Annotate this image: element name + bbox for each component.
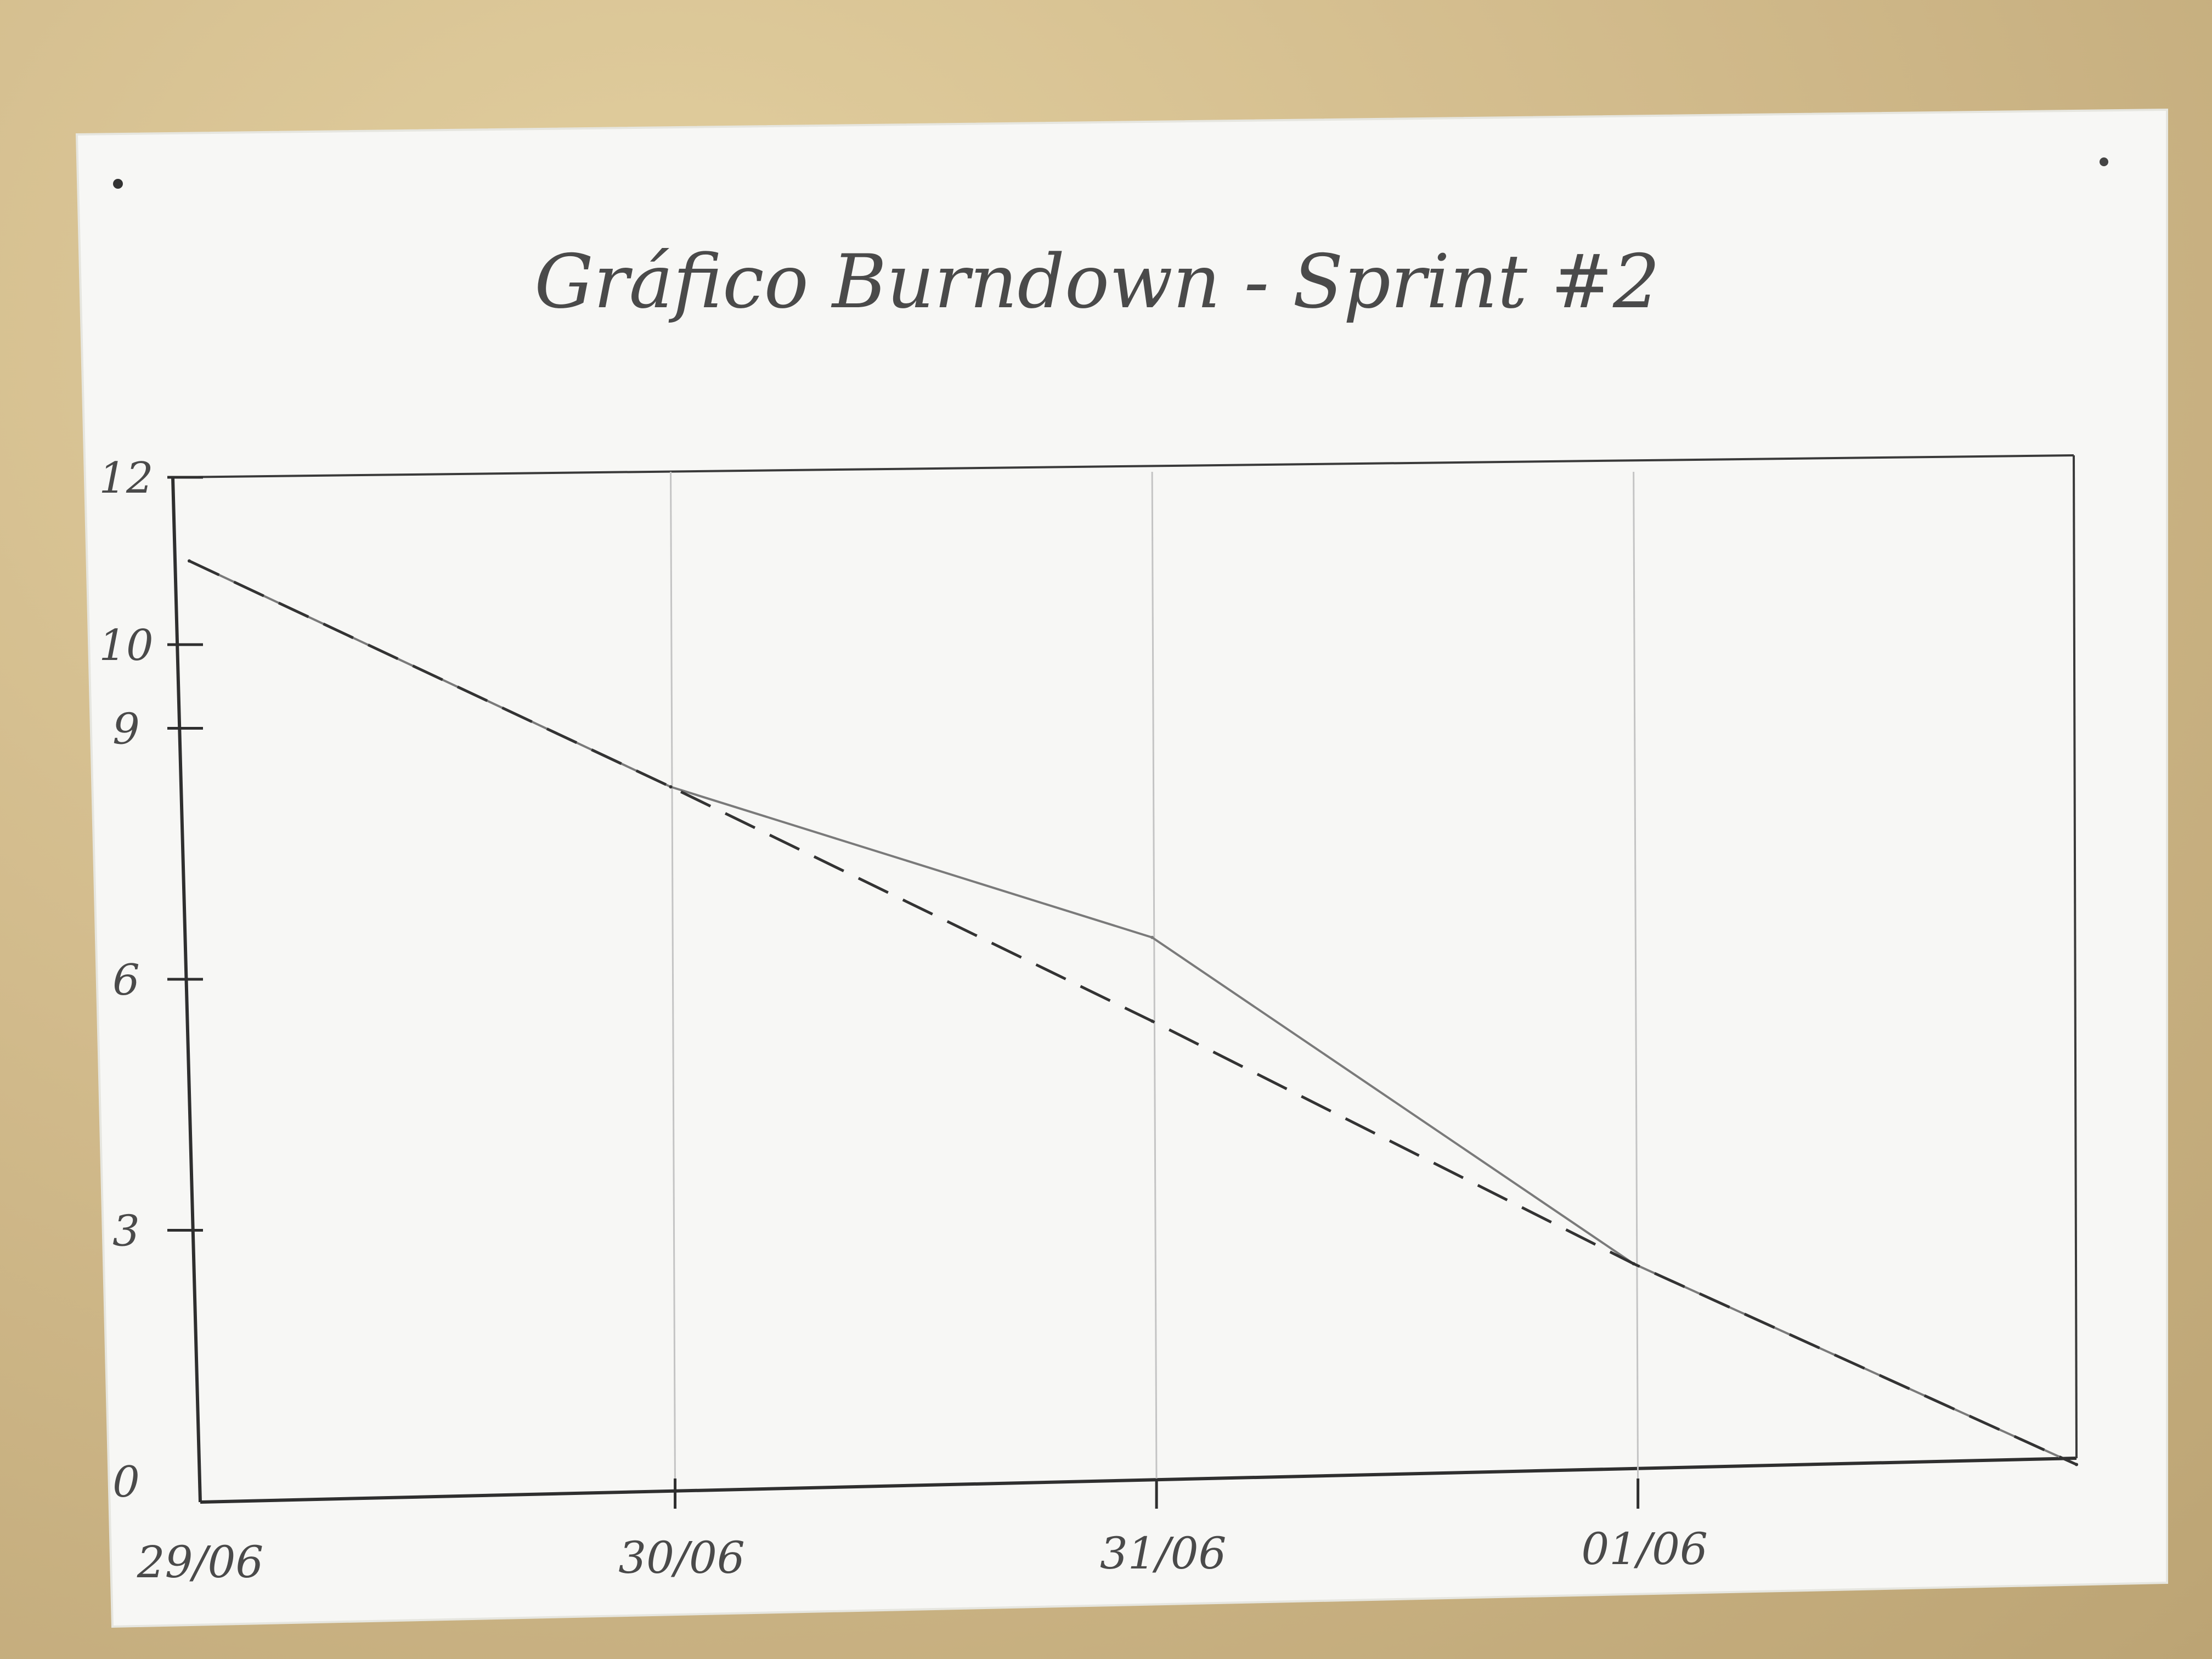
- series-point: [2075, 1463, 2078, 1466]
- grid-line-30-06: [670, 471, 676, 1493]
- axis-ticks: [167, 476, 1640, 1509]
- y-tick-label: 0: [112, 1458, 140, 1507]
- x-axis: [200, 1457, 2077, 1504]
- grid-lines: [670, 471, 1639, 1493]
- y-tick-label: 10: [99, 621, 153, 670]
- plot-frame: [171, 454, 2078, 1504]
- series-point: [1150, 935, 1154, 939]
- series-point: [188, 559, 191, 563]
- frame-top: [172, 454, 2074, 478]
- x-tick-label: 01/06: [1581, 1523, 1708, 1575]
- series-point: [669, 785, 673, 789]
- y-tick-label: 3: [112, 1207, 140, 1256]
- series-point: [1150, 1019, 1154, 1023]
- grid-line-01-06: [1633, 471, 1639, 1493]
- y-tick-label: 9: [112, 705, 140, 754]
- y-axis: [171, 477, 202, 1503]
- grid-line-31-06: [1151, 471, 1158, 1493]
- frame-right: [2073, 455, 2078, 1459]
- pin-hole: [2100, 157, 2108, 166]
- y-tick-label: 6: [112, 956, 140, 1005]
- series-point: [1632, 1262, 1635, 1266]
- x-tick-label: 30/06: [618, 1532, 745, 1583]
- series-lines: [188, 559, 2078, 1466]
- paper-sheet: [75, 108, 2168, 1628]
- chart-title: Gráfico Burndown - Sprint #2: [534, 239, 1660, 325]
- tick-labels: 29/06 30/06 31/06 01/06 0 3 6 9 10 12: [99, 454, 1708, 1588]
- x-tick-label: 29/06: [137, 1537, 264, 1588]
- pin-hole: [113, 179, 123, 189]
- y-tick-label: 12: [99, 454, 153, 503]
- x-tick-label: 31/06: [1100, 1528, 1227, 1579]
